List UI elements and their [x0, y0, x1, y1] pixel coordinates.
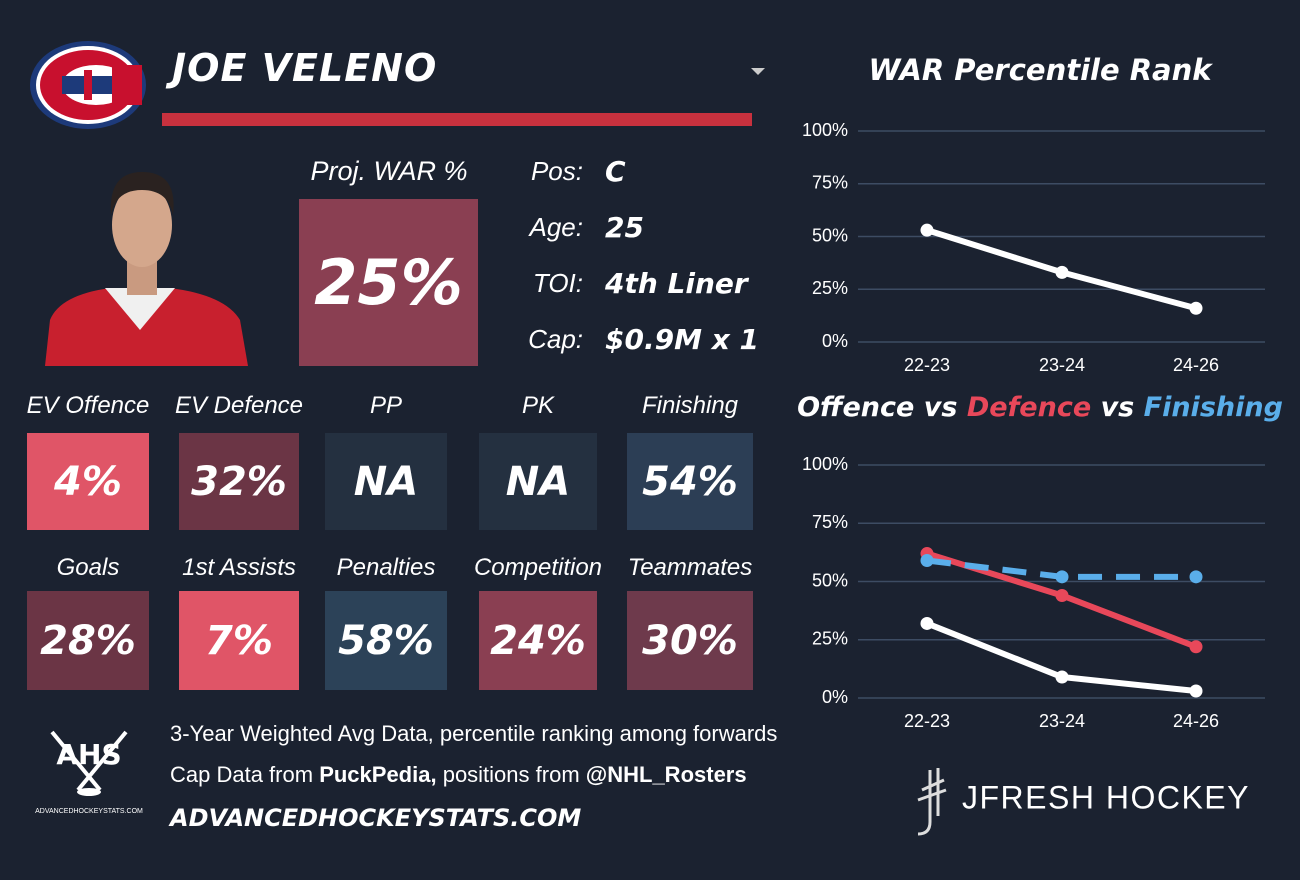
y-tick-label: 75% [812, 173, 848, 193]
data-point [1055, 588, 1069, 602]
info-label: Cap: [528, 324, 583, 354]
data-point [1189, 684, 1203, 698]
tile-value: 30% [642, 617, 738, 664]
x-tick-label: 23-24 [1039, 355, 1085, 375]
data-point [1189, 570, 1203, 584]
x-tick-label: 22-23 [904, 711, 950, 731]
footer-source: @NHL_Rosters [585, 762, 747, 787]
data-point [920, 554, 934, 568]
tile-value: 58% [338, 617, 434, 664]
tile-value: NA [353, 458, 419, 505]
tile-label: Goals [56, 554, 120, 581]
footer-line: Cap Data from PuckPedia, positions from … [170, 762, 747, 788]
tile-label: 1st Assists [182, 554, 296, 581]
tile: NA [479, 433, 597, 530]
chart-title: WAR Percentile Rank [868, 53, 1213, 87]
tile: 32% [179, 433, 299, 530]
tile-label: EV Offence [26, 392, 150, 419]
data-point [1055, 670, 1069, 684]
legend-entry: Offence [797, 392, 914, 423]
tile-value: 24% [490, 617, 586, 664]
footer-source: PuckPedia, [319, 762, 437, 787]
x-tick-label: 22-23 [904, 355, 950, 375]
tile-value: 7% [205, 617, 273, 664]
tile: 4% [27, 433, 149, 530]
tile-value: 4% [54, 458, 122, 505]
ahs-logo: AHS ADVANCEDHOCKEYSTATS.COM [35, 730, 143, 815]
y-tick-label: 0% [822, 687, 848, 707]
x-tick-label: 24-26 [1173, 355, 1219, 375]
tile-value: NA [505, 458, 571, 505]
y-tick-label: 50% [812, 225, 848, 245]
tile-value: 32% [191, 458, 287, 505]
footer-text: Cap Data from [170, 762, 314, 787]
footer-line: 3-Year Weighted Avg Data, percentile ran… [170, 721, 778, 746]
y-tick-label: 0% [822, 331, 848, 351]
info-value: 4th Liner [605, 267, 748, 300]
tile-label: Teammates [627, 554, 753, 581]
tile: NA [325, 433, 447, 530]
tile-value: 28% [40, 617, 136, 664]
tile-value: 54% [642, 458, 738, 505]
team-logo [30, 41, 146, 129]
brand: JFRESH HOCKEY [962, 779, 1250, 815]
ahs-logo-small: ADVANCEDHOCKEYSTATS.COM [35, 808, 143, 815]
tile: 58% [325, 591, 447, 690]
title-separator: vs [1101, 392, 1135, 423]
tile: 30% [627, 591, 753, 690]
proj-war-box: 25% [299, 199, 478, 366]
y-tick-label: 25% [812, 278, 848, 298]
tile-label: PK [521, 392, 554, 419]
proj-war-label: Proj. WAR % [310, 156, 468, 186]
player-name: JOE VELENO [172, 46, 438, 90]
y-tick-label: 25% [812, 629, 848, 649]
info-value: 25 [605, 211, 644, 244]
tile-label: Competition [473, 554, 603, 581]
player-photo [45, 172, 248, 366]
info-label: Age: [529, 212, 584, 242]
legend-entry: Finishing [1144, 392, 1283, 423]
data-point [1189, 640, 1203, 654]
chart-title: Offence vs Defence vs Finishing [797, 392, 1283, 423]
y-tick-label: 100% [802, 454, 848, 474]
tile: 24% [479, 591, 597, 690]
y-tick-label: 100% [802, 120, 848, 140]
ahs-logo-text: AHS [56, 738, 121, 771]
data-point [1189, 301, 1203, 315]
data-point [920, 223, 934, 237]
x-tick-label: 24-26 [1173, 711, 1219, 731]
tile-label: Penalties [336, 554, 436, 581]
y-tick-label: 75% [812, 512, 848, 532]
info-label: Pos: [530, 156, 583, 186]
data-point [920, 616, 934, 630]
tile: 54% [627, 433, 753, 530]
legend-entry: Defence [967, 392, 1091, 423]
footer-text: positions from [442, 762, 580, 787]
footer-url: ADVANCEDHOCKEYSTATS.COM [170, 804, 582, 832]
name-underline [162, 113, 752, 126]
x-tick-label: 23-24 [1039, 711, 1085, 731]
title-separator: vs [924, 392, 958, 423]
tile-label: EV Defence [174, 392, 304, 419]
data-point [1055, 265, 1069, 279]
tile: 28% [27, 591, 149, 690]
y-tick-label: 50% [812, 570, 848, 590]
jfresh-logo: JFRESH HOCKEY [917, 768, 1250, 836]
tile: 7% [179, 591, 299, 690]
info-value: C [605, 155, 626, 188]
proj-war-value: 25% [314, 246, 463, 319]
info-value: $0.9M x 1 [605, 323, 759, 356]
tile-label: Finishing [641, 392, 739, 419]
info-label: TOI: [532, 268, 583, 298]
data-point [1055, 570, 1069, 584]
dropdown[interactable] [751, 68, 765, 75]
tile-label: PP [369, 392, 402, 419]
